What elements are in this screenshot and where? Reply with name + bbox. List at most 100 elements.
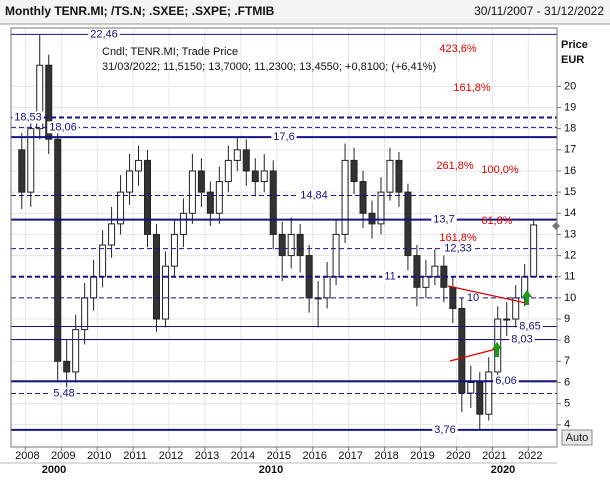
y-tick-label: 16 — [564, 165, 576, 177]
candle-body — [503, 318, 511, 321]
x-tick-label: 2008 — [15, 450, 39, 462]
x-tick-label: 2012 — [159, 450, 183, 462]
level-label: 8,03 — [511, 333, 532, 345]
info-line: 31/03/2022; 11,5150; 13,7000; 11,2300; 1… — [102, 61, 436, 73]
candle-body — [260, 170, 268, 183]
decade-label: 2020 — [491, 464, 515, 476]
candle-body — [99, 244, 107, 278]
candle-body — [323, 276, 331, 299]
candle-body — [467, 381, 475, 394]
x-tick-label: 2018 — [374, 450, 398, 462]
candle-body — [72, 329, 80, 373]
fib-label: 100,0% — [481, 164, 519, 176]
x-tick-label: 2015 — [267, 450, 291, 462]
candle-body — [476, 381, 484, 415]
level-label: 18,53 — [14, 111, 42, 123]
y-tick-label: 7 — [564, 355, 570, 367]
trend-line — [449, 347, 501, 362]
y-tick-label: 18 — [564, 123, 576, 135]
y-axis-label: EUR — [561, 54, 584, 66]
auto-button-label[interactable]: Auto — [566, 432, 589, 444]
x-tick-label: 2014 — [231, 450, 255, 462]
level-label: 13,7 — [433, 214, 454, 226]
level-label: 22,46 — [90, 28, 118, 40]
fib-label: 261,8% — [436, 160, 474, 172]
y-tick-label: 20 — [564, 80, 576, 92]
x-tick-label: 2016 — [302, 450, 326, 462]
level-label-bg — [493, 375, 519, 388]
level-label-bg — [298, 189, 330, 202]
y-tick-label: 9 — [564, 313, 570, 325]
y-tick-label: 11 — [564, 271, 575, 283]
level-label-bg — [464, 291, 482, 304]
candle-body — [63, 360, 71, 373]
candle-body — [296, 233, 304, 257]
candle-body — [81, 297, 89, 331]
y-tick-label: 13 — [564, 228, 576, 240]
candle-body — [224, 159, 232, 183]
level-label: 18,06 — [49, 121, 77, 133]
candle-body — [377, 191, 385, 225]
level-label-bg — [51, 387, 77, 400]
decade-label: 2010 — [259, 464, 283, 476]
level-label: 8,65 — [519, 320, 540, 332]
candle-body — [18, 149, 26, 193]
candle-body — [144, 159, 151, 235]
level-label-bg — [509, 333, 535, 346]
level-label: 10 — [467, 292, 479, 304]
decade-label: 2000 — [42, 464, 66, 476]
header-bar — [0, 0, 610, 24]
level-label: 5,48 — [53, 387, 74, 399]
candle-body — [395, 159, 403, 193]
auto-button[interactable] — [561, 429, 593, 446]
fib-label: 423,6% — [439, 43, 477, 55]
candle-body — [215, 181, 223, 214]
level-label-bg — [88, 28, 120, 41]
candle-body — [36, 64, 44, 130]
candle-body — [188, 170, 196, 214]
y-tick-label: 14 — [564, 207, 576, 219]
level-label: 6,06 — [495, 375, 516, 387]
candle-body — [233, 149, 241, 161]
level-label-bg — [382, 270, 398, 283]
candle-body — [530, 224, 538, 278]
candle-body — [251, 170, 259, 183]
y-tick-label: 6 — [564, 376, 570, 388]
level-label-bg — [432, 423, 458, 436]
level-label: 17,6 — [273, 131, 294, 143]
candle-body — [431, 265, 439, 278]
level-label: 11 — [384, 271, 395, 283]
y-tick-label: 19 — [564, 101, 576, 113]
candle-body — [197, 170, 205, 193]
y-tick-label: 8 — [564, 334, 570, 346]
level-label-bg — [517, 320, 543, 333]
candle-body — [27, 128, 35, 193]
trend-line — [447, 285, 527, 304]
level-label: 3,76 — [434, 424, 455, 436]
candle-body — [350, 159, 358, 183]
level-label-bg — [431, 213, 457, 226]
candle-body — [278, 233, 286, 257]
candle-body — [161, 265, 169, 320]
y-tick-label: 15 — [564, 186, 576, 198]
candle-body — [269, 170, 277, 235]
candle-body — [170, 233, 178, 267]
candle-body — [117, 191, 125, 225]
signal-arrow — [492, 342, 502, 357]
x-tick-label: 2020 — [446, 450, 470, 462]
x-tick-label: 2021 — [482, 450, 506, 462]
info-line: Cndl; TENR.MI; Trade Price — [102, 46, 238, 58]
candle-body — [90, 276, 98, 299]
candle-body — [108, 223, 116, 246]
y-tick-label: 10 — [564, 292, 576, 304]
fib-label: 161,8% — [453, 82, 491, 94]
y-tick-label: 5 — [564, 398, 570, 410]
fib-label: 161,8% — [439, 232, 477, 244]
level-label-bg — [12, 111, 44, 124]
candle-body — [126, 170, 134, 193]
candle-body — [422, 276, 430, 288]
chart-title: Monthly TENR.MI; /TS.N; .SXEE; .SXPE; .F… — [5, 4, 275, 18]
level-label: 12,33 — [444, 243, 472, 255]
x-tick-label: 2017 — [338, 450, 362, 462]
